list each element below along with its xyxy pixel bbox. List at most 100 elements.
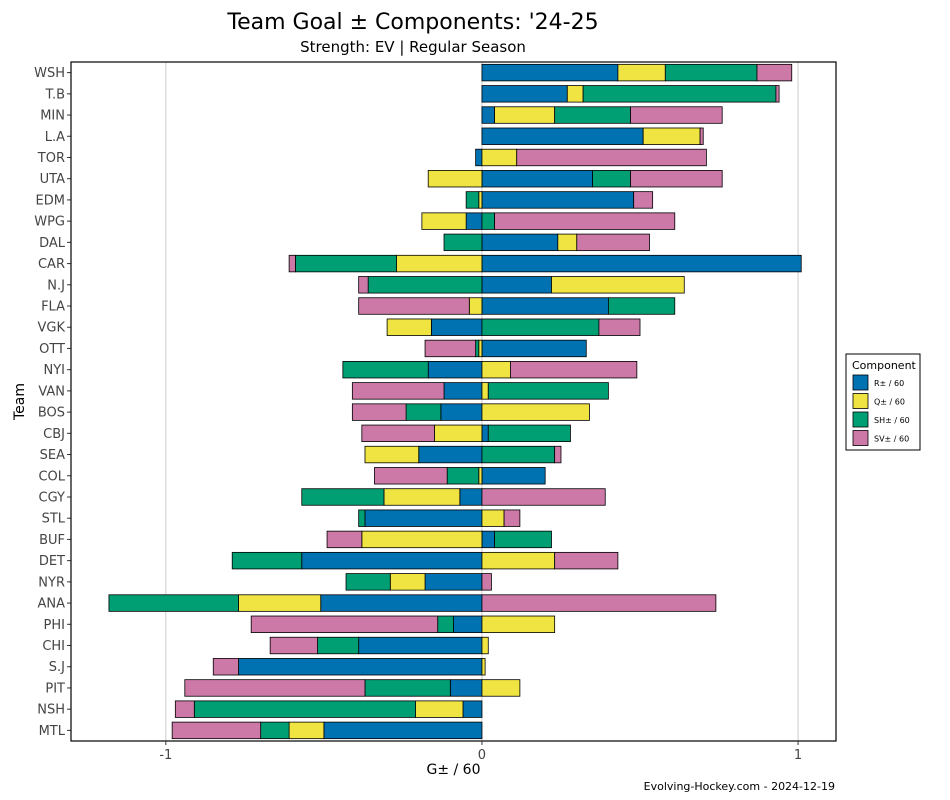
bar-MTL-Q± / 60 (288, 721, 325, 740)
bar-S.J-R± / 60 (238, 658, 483, 676)
bar-MIN-Q± / 60 (494, 106, 556, 124)
bar-VAN-Q± / 60 (481, 382, 489, 400)
bar-COL-SH± / 60 (446, 467, 480, 485)
bar-OTT-Q± / 60 (478, 339, 483, 358)
bar-SEA-Q± / 60 (364, 445, 420, 464)
y-tick-label: STL (42, 512, 66, 527)
bar-NSH-R± / 60 (462, 700, 483, 718)
bar-SEA-R± / 60 (418, 445, 483, 464)
bar-BOS-Q± / 60 (481, 403, 590, 421)
bar-COL-Q± / 60 (478, 467, 483, 485)
bar-DAL-R± / 60 (481, 233, 559, 252)
bar-MIN-SV± / 60 (630, 106, 723, 124)
bar-FLA-SH± / 60 (607, 297, 676, 315)
bar-CGY-SV± / 60 (481, 488, 606, 506)
bar-N.J-SV± / 60 (358, 276, 369, 294)
bar-PHI-SV± / 60 (250, 615, 439, 633)
y-tick-label: NSH (37, 703, 65, 718)
bar-VAN-R± / 60 (443, 382, 483, 400)
bar-MIN-R± / 60 (481, 106, 495, 124)
bar-PIT-Q± / 60 (481, 679, 521, 697)
legend-title: Component (852, 359, 917, 372)
y-tick-label: ANA (37, 597, 65, 612)
bar-BOS-SV± / 60 (351, 403, 407, 421)
bar-PHI-R± / 60 (453, 615, 483, 633)
bar-PIT-SV± / 60 (184, 679, 366, 697)
bar-VGK-R± / 60 (430, 318, 483, 336)
bar-T.B-SH± / 60 (582, 85, 777, 103)
bar-NSH-Q± / 60 (415, 700, 464, 718)
y-tick-label: MIN (40, 109, 65, 124)
y-tick-label: CHI (42, 639, 65, 654)
y-tick-label: PHI (44, 618, 65, 633)
legend-label: SV± / 60 (874, 435, 909, 444)
bar-L.A-SV± / 60 (699, 127, 704, 145)
y-tick-label: DET (39, 554, 65, 569)
bar-NSH-SH± / 60 (193, 700, 416, 718)
bar-SEA-SH± / 60 (481, 445, 556, 464)
legend-label: Q± / 60 (874, 398, 905, 407)
bar-CBJ-SH± / 60 (487, 424, 571, 443)
y-tick-label: CAR (38, 257, 65, 272)
bar-MTL-R± / 60 (323, 721, 483, 740)
bar-WSH-SV± / 60 (756, 63, 793, 82)
legend-swatch-SH± / 60 (852, 411, 869, 428)
bar-NYI-Q± / 60 (481, 360, 511, 379)
bar-NYI-R± / 60 (427, 360, 483, 379)
bar-CAR-SV± / 60 (288, 254, 296, 273)
bar-UTA-Q± / 60 (427, 170, 483, 188)
bar-ANA-SV± / 60 (481, 594, 717, 612)
chart-caption: Evolving-Hockey.com - 2024-12-19 (643, 780, 835, 793)
bar-ANA-R± / 60 (320, 594, 483, 612)
plot-panel (70, 61, 837, 742)
y-tick-label: WSH (34, 66, 65, 81)
legend-label: R± / 60 (874, 379, 904, 388)
y-tick-label: UTA (40, 172, 65, 187)
bar-BUF-Q± / 60 (361, 530, 483, 549)
bar-ANA-Q± / 60 (238, 594, 322, 612)
bar-EDM-Q± / 60 (478, 191, 483, 209)
y-tick-label: BUF (39, 533, 65, 548)
bar-WPG-SV± / 60 (494, 212, 676, 230)
y-tick-label: EDM (36, 193, 65, 208)
bar-CHI-Q± / 60 (481, 636, 489, 655)
bar-EDM-SH± / 60 (465, 191, 480, 209)
bar-WPG-SH± / 60 (481, 212, 495, 230)
bar-S.J-SV± / 60 (212, 658, 239, 676)
y-tick-label: L.A (45, 130, 65, 145)
bar-CBJ-R± / 60 (481, 424, 489, 443)
bar-NYR-SH± / 60 (345, 573, 391, 591)
bar-BUF-R± / 60 (481, 530, 495, 549)
bar-DAL-SV± / 60 (576, 233, 650, 252)
bar-N.J-Q± / 60 (551, 276, 685, 294)
y-tick-label: NYR (38, 575, 65, 590)
bar-CAR-Q± / 60 (396, 254, 483, 273)
bar-CGY-SH± / 60 (301, 488, 385, 506)
bar-PHI-Q± / 60 (481, 615, 556, 633)
bar-DET-R± / 60 (301, 551, 483, 570)
x-tick-label: -1 (159, 748, 172, 763)
bar-COL-R± / 60 (481, 467, 546, 485)
bar-CHI-SV± / 60 (269, 636, 318, 655)
legend-swatch-R± / 60 (852, 374, 869, 391)
bar-VAN-SV± / 60 (351, 382, 445, 400)
y-tick-label: CGY (39, 490, 66, 505)
bar-TOR-R± / 60 (475, 148, 483, 167)
bar-BOS-R± / 60 (440, 403, 483, 421)
y-tick-label: VAN (38, 384, 65, 399)
bar-EDM-R± / 60 (481, 191, 635, 209)
bar-CHI-R± / 60 (358, 636, 483, 655)
bar-PHI-SH± / 60 (437, 615, 454, 633)
bar-OTT-SH± / 60 (475, 339, 480, 358)
y-tick-label: OTT (39, 342, 65, 357)
bar-OTT-R± / 60 (481, 339, 587, 358)
bar-DET-SH± / 60 (231, 551, 303, 570)
bar-CGY-Q± / 60 (383, 488, 461, 506)
bar-UTA-SH± / 60 (592, 170, 631, 188)
bar-WSH-SH± / 60 (664, 63, 758, 82)
bar-L.A-R± / 60 (481, 127, 644, 145)
bar-UTA-R± / 60 (481, 170, 593, 188)
y-tick-label: MTL (39, 724, 66, 739)
y-tick-label: PIT (45, 681, 65, 696)
